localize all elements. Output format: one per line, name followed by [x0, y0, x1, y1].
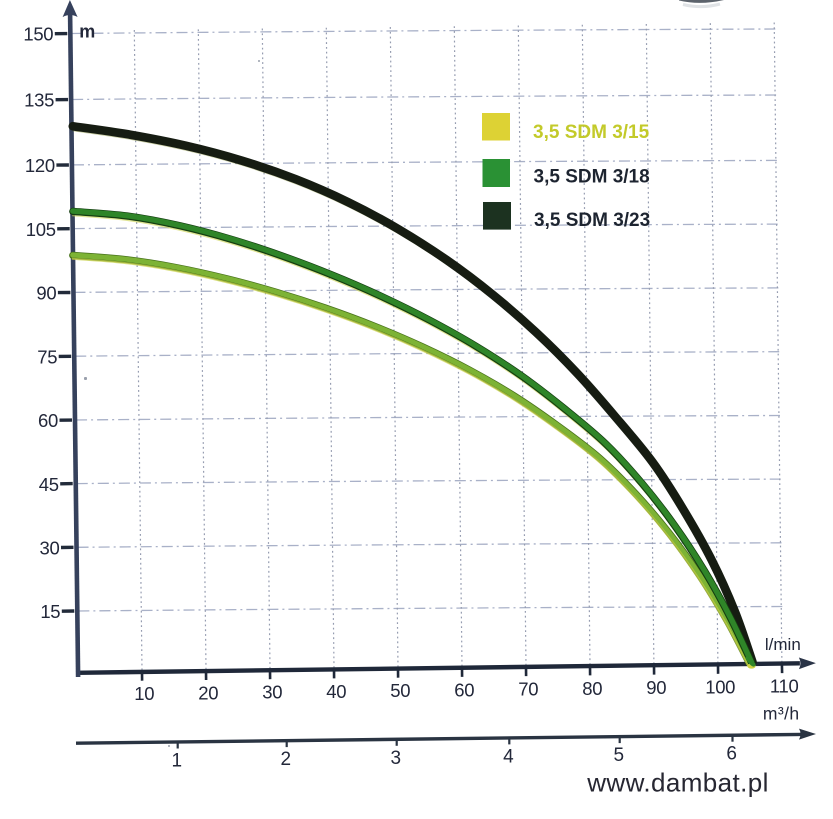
svg-text:2: 2 — [281, 749, 291, 770]
svg-text:10: 10 — [134, 683, 154, 704]
svg-text:60: 60 — [38, 410, 58, 431]
svg-text:45: 45 — [39, 474, 59, 495]
svg-text:120: 120 — [25, 155, 55, 176]
svg-text:90: 90 — [646, 677, 666, 698]
svg-text:110: 110 — [770, 676, 799, 697]
svg-text:3,5 SDM 3/23: 3,5 SDM 3/23 — [534, 210, 650, 231]
svg-text:60: 60 — [454, 679, 474, 700]
svg-text:40: 40 — [326, 681, 346, 702]
svg-text:15: 15 — [40, 601, 60, 622]
svg-text:20: 20 — [198, 682, 218, 703]
svg-text:l/min: l/min — [765, 635, 801, 654]
svg-text:150: 150 — [23, 24, 53, 45]
svg-text:105: 105 — [26, 219, 56, 240]
svg-text:1: 1 — [172, 751, 182, 772]
svg-text:30: 30 — [262, 682, 282, 703]
svg-text:70: 70 — [518, 679, 538, 700]
svg-text:4: 4 — [503, 746, 514, 767]
svg-text:www.dambat.pl: www.dambat.pl — [586, 768, 769, 798]
svg-text:6: 6 — [726, 744, 736, 765]
svg-text:3,5 SDM 3/15: 3,5 SDM 3/15 — [533, 122, 650, 143]
svg-text:m: m — [79, 21, 95, 41]
svg-text:5: 5 — [614, 745, 624, 766]
svg-text:100: 100 — [705, 676, 735, 697]
svg-text:90: 90 — [36, 283, 56, 304]
svg-text:135: 135 — [24, 90, 54, 111]
svg-text:75: 75 — [37, 346, 57, 367]
svg-text:3,5 SDM 3/18: 3,5 SDM 3/18 — [534, 167, 650, 188]
svg-text:m³/h: m³/h — [763, 704, 800, 724]
svg-text:3: 3 — [391, 748, 401, 769]
svg-text:30: 30 — [40, 538, 60, 559]
svg-text:50: 50 — [390, 680, 410, 701]
svg-text:80: 80 — [582, 678, 602, 699]
